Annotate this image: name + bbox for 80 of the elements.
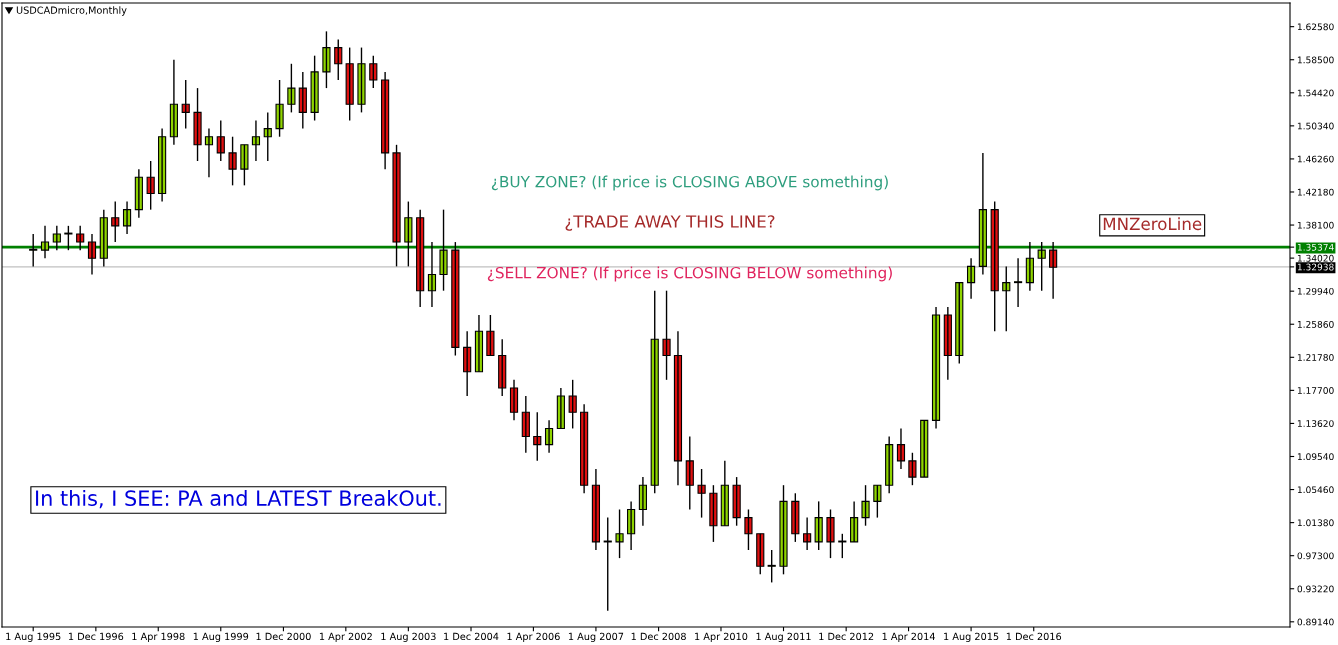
- candlestick: [228, 136, 237, 187]
- y-tick-label: 1.25860: [1297, 320, 1334, 328]
- candlestick: [744, 508, 753, 551]
- candlestick: [861, 484, 870, 527]
- candlestick: [767, 549, 776, 584]
- candlestick: [64, 225, 73, 251]
- candlestick: [709, 484, 718, 543]
- candlestick: [451, 241, 460, 357]
- annotation: In this, I SEE: PA and LATEST BreakOut.: [36, 489, 441, 509]
- x-tick-label: 1 Apr 2014: [882, 632, 935, 642]
- candlestick: [111, 200, 120, 243]
- candlestick: [287, 63, 296, 114]
- y-tick-label: 1.09540: [1297, 453, 1334, 461]
- x-tick-label: 1 Apr 2002: [319, 632, 372, 642]
- candlestick: [615, 508, 624, 559]
- y-tick-label: 1.32938: [1297, 263, 1334, 271]
- x-tick-label: 1 Aug 1999: [193, 632, 249, 642]
- x-tick-label: 1 Aug 2003: [381, 632, 436, 642]
- y-tick-label: 0.89140: [1297, 618, 1334, 626]
- y-tick-label: 1.62580: [1297, 23, 1334, 31]
- candlestick: [275, 79, 284, 138]
- x-tick-label: 1 Dec 2012: [819, 632, 874, 641]
- annotation: ¿BUY ZONE? (If price is CLOSING ABOVE something): [491, 175, 888, 191]
- candlestick: [568, 379, 577, 430]
- candlestick: [662, 289, 671, 381]
- y-tick-label: 1.42180: [1297, 188, 1334, 196]
- x-tick-label: 1 Apr 2010: [695, 632, 748, 642]
- candlestick: [439, 208, 448, 292]
- x-tick-label: 1 Dec 2016: [1006, 632, 1062, 641]
- y-tick-label: 1.50340: [1297, 122, 1334, 130]
- x-tick-label: 1 Dec 2008: [631, 632, 686, 641]
- candlestick: [310, 54, 319, 122]
- candlestick: [404, 200, 413, 268]
- x-tick-label: 1 Aug 2007: [568, 632, 624, 642]
- candlestick: [216, 119, 225, 162]
- y-tick-label: 1.17700: [1297, 387, 1334, 394]
- y-tick-label: 0.93220: [1297, 585, 1334, 593]
- ref-line-label: MNZeroLine: [1103, 217, 1202, 231]
- candlestick: [357, 46, 366, 114]
- x-tick-label: 1 Dec 1996: [68, 632, 124, 641]
- x-tick-label: 1 Aug 2011: [756, 632, 811, 642]
- y-tick-label: 0.97300: [1297, 552, 1334, 560]
- candlestick: [322, 30, 331, 89]
- y-tick-label: 1.58500: [1297, 56, 1334, 64]
- x-tick-label: 1 Dec 2000: [256, 632, 311, 641]
- y-tick-label: 1.34020: [1297, 254, 1334, 262]
- candlestick: [908, 452, 917, 486]
- candlestick: [345, 46, 354, 122]
- y-tick-label: 1.38100: [1297, 221, 1334, 229]
- candlestick: [146, 160, 155, 211]
- candlestick: [697, 468, 706, 519]
- y-tick-label: 1.13620: [1297, 420, 1334, 427]
- candlestick: [732, 476, 741, 527]
- x-tick-label: 1 Aug 2015: [944, 632, 999, 642]
- y-tick-label: 1.46260: [1297, 155, 1334, 163]
- candlestick: [779, 484, 788, 576]
- y-tick-label: 1.05460: [1297, 486, 1334, 494]
- y-tick-label: 1.01380: [1297, 519, 1334, 527]
- candlestick: [240, 144, 249, 187]
- x-tick-label: 1 Aug 1995: [6, 632, 61, 642]
- y-tick-label: 1.29940: [1297, 287, 1334, 295]
- y-tick-label: 1.21780: [1297, 354, 1334, 361]
- x-tick-label: 1 Apr 2006: [507, 632, 560, 642]
- candlestick: [826, 508, 835, 559]
- annotation: ¿TRADE AWAY THIS LINE?: [565, 215, 775, 231]
- candlestick: [392, 144, 401, 268]
- y-tick-label: 1.54420: [1297, 89, 1334, 97]
- y-tick-label: 1.35374: [1297, 243, 1334, 251]
- candlestick: [369, 54, 378, 89]
- x-tick-label: 1 Dec 2004: [444, 632, 499, 641]
- candlestick: [486, 314, 495, 357]
- candlestick: [838, 533, 847, 559]
- annotation: ¿SELL ZONE? (If price is CLOSING BELOW something): [487, 266, 892, 282]
- candlestick: [873, 484, 882, 519]
- candlestick: [193, 87, 202, 162]
- candlestick: [920, 419, 929, 478]
- candlestick: [29, 233, 38, 268]
- x-tick-label: 1 Apr 1998: [132, 632, 185, 642]
- candlestick: [603, 516, 612, 612]
- chart-title: USDCADmicro,Monthly: [16, 6, 127, 16]
